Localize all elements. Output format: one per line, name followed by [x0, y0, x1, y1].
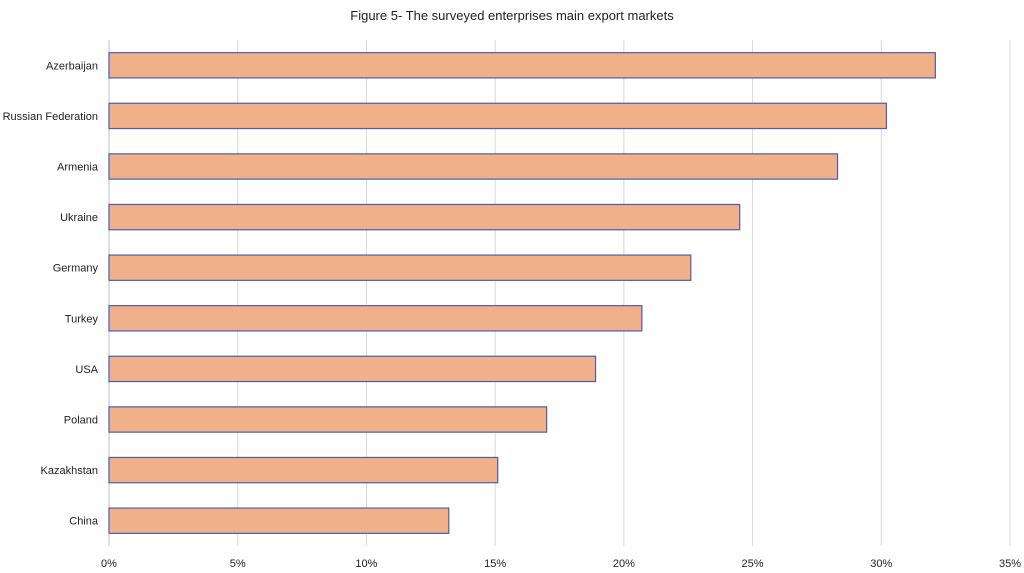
x-tick-label: 5% [230, 558, 246, 570]
x-tick-label: 10% [355, 558, 377, 570]
category-label: Ukraine [60, 212, 98, 224]
category-label: Armenia [57, 162, 99, 174]
bar-kazakhstan [108, 456, 499, 484]
bar-china [108, 507, 450, 534]
category-label: Kazakhstan [41, 465, 98, 477]
x-tick-label: 35% [999, 558, 1021, 570]
category-label: Poland [64, 415, 98, 427]
bar-germany [108, 254, 692, 281]
x-tick-label: 30% [870, 558, 892, 570]
category-label: USA [75, 364, 98, 376]
x-tick-label: 15% [484, 558, 506, 570]
category-label: Turkey [65, 313, 99, 325]
category-label: Azerbaijan [46, 60, 98, 72]
bar-russian-federation [108, 102, 888, 130]
x-tick-label: 20% [613, 558, 635, 570]
bar-turkey [108, 305, 643, 332]
category-label: China [69, 516, 99, 528]
category-labels: Azerbaijan Russian Federation Armenia Ukrai… [3, 60, 99, 527]
category-label: Germany [53, 263, 99, 275]
bars [108, 52, 936, 534]
bar-azerbaijan [108, 52, 936, 79]
x-axis-tick-labels: 0% 5% 10% 15% 20% 25% 30% 35% [101, 558, 1021, 570]
bar-armenia [108, 153, 839, 180]
category-label: Russian Federation [3, 111, 98, 123]
x-tick-label: 25% [742, 558, 764, 570]
x-tick-label: 0% [101, 558, 117, 570]
chart-title: Figure 5- The surveyed enterprises main … [350, 8, 674, 23]
bar-ukraine [108, 203, 741, 231]
bar-usa [108, 355, 597, 383]
bar-poland [108, 406, 548, 433]
